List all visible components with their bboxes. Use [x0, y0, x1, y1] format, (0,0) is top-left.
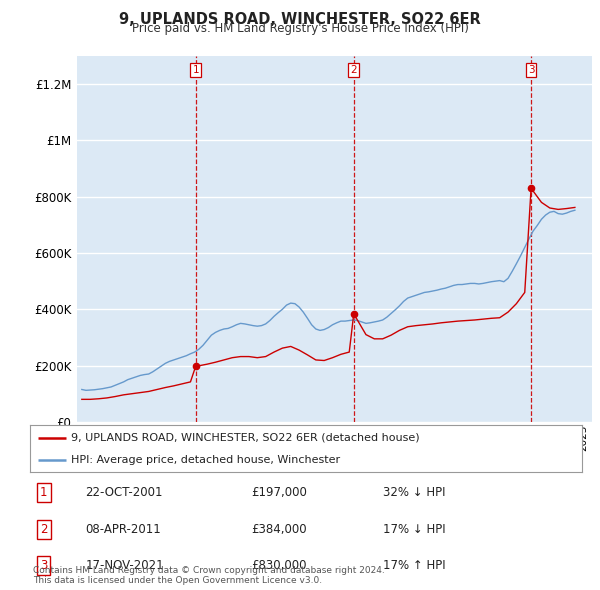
Text: £384,000: £384,000	[251, 523, 307, 536]
Text: 2: 2	[350, 65, 357, 75]
Text: 17-NOV-2021: 17-NOV-2021	[85, 559, 164, 572]
Text: HPI: Average price, detached house, Winchester: HPI: Average price, detached house, Winc…	[71, 455, 341, 465]
Text: 9, UPLANDS ROAD, WINCHESTER, SO22 6ER: 9, UPLANDS ROAD, WINCHESTER, SO22 6ER	[119, 12, 481, 27]
Text: Price paid vs. HM Land Registry's House Price Index (HPI): Price paid vs. HM Land Registry's House …	[131, 22, 469, 35]
Text: 17% ↓ HPI: 17% ↓ HPI	[383, 523, 446, 536]
Text: 17% ↑ HPI: 17% ↑ HPI	[383, 559, 446, 572]
Text: £197,000: £197,000	[251, 486, 307, 499]
Text: 1: 1	[193, 65, 199, 75]
Text: 1: 1	[40, 486, 47, 499]
Text: £830,000: £830,000	[251, 559, 307, 572]
Text: 22-OCT-2001: 22-OCT-2001	[85, 486, 163, 499]
Text: 3: 3	[40, 559, 47, 572]
Text: 08-APR-2011: 08-APR-2011	[85, 523, 161, 536]
Text: Contains HM Land Registry data © Crown copyright and database right 2024.
This d: Contains HM Land Registry data © Crown c…	[33, 566, 385, 585]
Text: 2: 2	[40, 523, 47, 536]
Text: 9, UPLANDS ROAD, WINCHESTER, SO22 6ER (detached house): 9, UPLANDS ROAD, WINCHESTER, SO22 6ER (d…	[71, 432, 420, 442]
Text: 3: 3	[528, 65, 535, 75]
Text: 32% ↓ HPI: 32% ↓ HPI	[383, 486, 446, 499]
